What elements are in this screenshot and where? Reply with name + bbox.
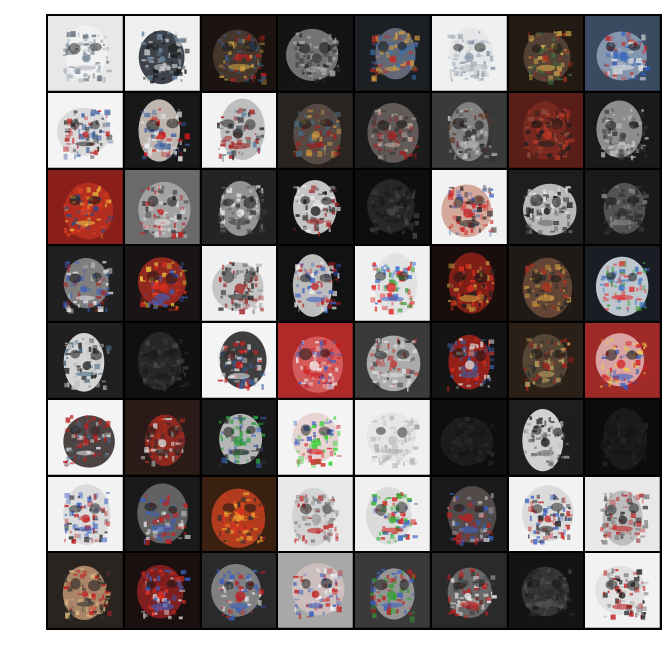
sample-tile bbox=[201, 323, 277, 398]
sample-tile bbox=[355, 169, 430, 245]
sample-tile bbox=[124, 92, 200, 168]
sample-tile bbox=[278, 92, 353, 168]
sample-tile bbox=[201, 169, 277, 245]
sample-tile bbox=[585, 246, 660, 321]
sample-tile bbox=[585, 323, 660, 398]
sample-tile bbox=[585, 92, 660, 168]
sample-tile bbox=[48, 246, 123, 321]
sample-tile bbox=[355, 92, 430, 168]
sample-tile bbox=[48, 553, 123, 628]
sample-tile bbox=[278, 323, 353, 398]
sample-tile bbox=[124, 169, 200, 245]
sample-tile bbox=[278, 476, 353, 552]
sample-tile bbox=[355, 476, 430, 552]
sample-tile bbox=[508, 323, 584, 398]
sample-tile bbox=[431, 92, 507, 168]
sample-tile bbox=[124, 399, 200, 475]
sample-tile bbox=[585, 553, 660, 628]
sample-tile bbox=[431, 323, 507, 398]
sample-tile bbox=[355, 246, 430, 321]
sample-tile bbox=[48, 92, 123, 168]
sample-tile bbox=[201, 92, 277, 168]
sample-tile bbox=[48, 16, 123, 91]
sample-tile bbox=[355, 553, 430, 628]
sample-tile bbox=[48, 169, 123, 245]
sample-tile bbox=[431, 553, 507, 628]
sample-grid bbox=[46, 14, 662, 630]
sample-tile bbox=[201, 553, 277, 628]
sample-tile bbox=[508, 553, 584, 628]
sample-tile bbox=[201, 246, 277, 321]
sample-tile bbox=[278, 246, 353, 321]
sample-tile bbox=[124, 476, 200, 552]
sample-tile bbox=[124, 246, 200, 321]
sample-tile bbox=[201, 476, 277, 552]
sample-tile bbox=[585, 476, 660, 552]
sample-tile bbox=[508, 246, 584, 321]
sample-tile bbox=[48, 323, 123, 398]
sample-tile bbox=[508, 92, 584, 168]
sample-tile bbox=[201, 16, 277, 91]
sample-tile bbox=[124, 323, 200, 398]
sample-tile bbox=[431, 399, 507, 475]
sample-tile bbox=[124, 553, 200, 628]
sample-tile bbox=[124, 16, 200, 91]
sample-tile bbox=[201, 399, 277, 475]
sample-tile bbox=[508, 399, 584, 475]
sample-tile bbox=[355, 399, 430, 475]
sample-tile bbox=[278, 553, 353, 628]
sample-tile bbox=[585, 16, 660, 91]
sample-tile bbox=[585, 399, 660, 475]
sample-tile bbox=[508, 16, 584, 91]
sample-tile bbox=[431, 169, 507, 245]
sample-grid-frame bbox=[46, 14, 662, 630]
sample-tile bbox=[48, 399, 123, 475]
sample-tile bbox=[355, 16, 430, 91]
sample-tile bbox=[355, 323, 430, 398]
sample-tile bbox=[278, 399, 353, 475]
sample-tile bbox=[508, 476, 584, 552]
sample-tile bbox=[508, 169, 584, 245]
sample-tile bbox=[48, 476, 123, 552]
sample-tile bbox=[585, 169, 660, 245]
sample-tile bbox=[278, 16, 353, 91]
sample-tile bbox=[431, 16, 507, 91]
sample-tile bbox=[431, 246, 507, 321]
sample-tile bbox=[431, 476, 507, 552]
sample-tile bbox=[278, 169, 353, 245]
